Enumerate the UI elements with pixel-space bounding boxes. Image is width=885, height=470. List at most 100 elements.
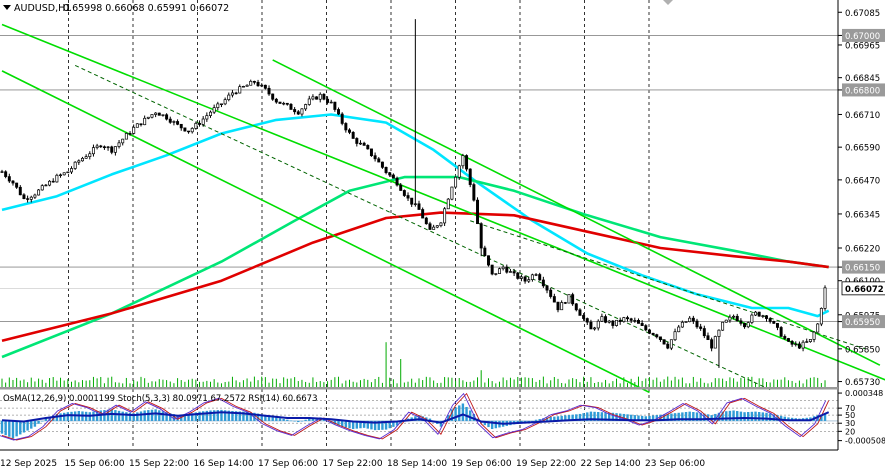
osma-bar	[553, 416, 556, 421]
osma-bar	[245, 412, 249, 421]
osma-bar	[417, 415, 421, 421]
candle-body	[44, 184, 48, 187]
osma-bar	[293, 420, 296, 422]
candle-body	[198, 123, 202, 125]
shift-marker-icon[interactable]	[663, 0, 673, 5]
candle-body	[333, 101, 337, 110]
osma-bar	[11, 420, 15, 439]
candle-body	[538, 274, 542, 281]
price-tick-label: 0.66590	[845, 144, 880, 154]
candle-body	[457, 165, 461, 178]
osma-bar	[223, 410, 227, 421]
candle-body	[384, 166, 388, 173]
osma-bar	[699, 412, 702, 421]
candle-body	[541, 279, 545, 287]
candle-body	[476, 199, 480, 225]
osma-bar	[783, 416, 786, 421]
osma-bar	[330, 420, 333, 424]
dropdown-arrow-icon[interactable]	[3, 5, 11, 10]
candle-body	[216, 103, 220, 108]
candle-body	[508, 271, 512, 273]
osma-bar	[747, 412, 750, 421]
candle-body	[315, 96, 319, 100]
candle-body	[113, 146, 117, 153]
candle-body	[139, 123, 143, 126]
candle-body	[421, 209, 425, 219]
candle-body	[190, 128, 194, 133]
osma-bar	[670, 413, 673, 421]
candle-body	[622, 317, 626, 322]
candle-body	[721, 321, 725, 331]
osma-bar	[732, 410, 735, 421]
candle-body	[563, 302, 567, 304]
osma-bar	[44, 418, 48, 421]
candle-body	[680, 321, 684, 328]
candle-body	[560, 302, 564, 311]
candle-body	[691, 317, 695, 322]
osma-bar	[714, 413, 717, 421]
candle-body	[51, 180, 55, 183]
candle-body	[527, 279, 531, 282]
osma-bar	[366, 420, 369, 429]
candle-body	[329, 101, 333, 104]
osma-bar	[593, 411, 596, 421]
candle-body	[615, 319, 619, 326]
osma-bar	[626, 414, 629, 421]
candle-body	[289, 103, 293, 110]
candle-body	[165, 114, 169, 120]
candle-body	[124, 133, 128, 140]
osma-bar	[362, 420, 366, 428]
candle-body	[48, 180, 52, 186]
osma-bar	[567, 415, 571, 421]
osma-bar	[260, 414, 263, 421]
candle-body	[435, 225, 439, 228]
osma-bar	[183, 414, 187, 421]
trend-line	[272, 59, 881, 366]
candle-body	[669, 339, 673, 349]
candle-body	[808, 339, 812, 342]
price-tick-label: 0.67085	[845, 9, 880, 19]
candle-body	[746, 322, 750, 328]
candle-body	[380, 161, 384, 168]
candle-body	[465, 155, 469, 170]
osma-bar	[344, 420, 348, 428]
osma-bar	[194, 412, 198, 421]
candle-body	[607, 320, 611, 323]
trend-line	[1, 23, 885, 381]
candle-body	[596, 320, 600, 329]
osma-bar	[110, 409, 113, 421]
candle-body	[18, 186, 22, 196]
osma-bar	[253, 412, 256, 421]
candle-body	[77, 160, 81, 163]
candle-body	[582, 315, 586, 319]
candle-body	[450, 186, 454, 200]
osma-bar	[750, 411, 754, 421]
osma-bar	[355, 420, 359, 429]
candle-body	[7, 176, 11, 182]
osma-bar	[308, 418, 311, 421]
candle-body	[168, 118, 172, 123]
osma-bar	[128, 412, 132, 421]
osma-bar	[736, 411, 739, 421]
osma-bar	[582, 413, 585, 421]
candle-body	[757, 311, 761, 317]
osma-bar	[688, 411, 691, 421]
osma-bar	[428, 418, 432, 421]
candle-body	[223, 99, 227, 105]
osma-bar	[560, 415, 563, 421]
osma-bar	[121, 411, 124, 421]
osma-bar	[820, 414, 823, 421]
candle-body	[234, 92, 238, 95]
time-tick-label: 17 Sep 06:00	[258, 459, 318, 469]
candle-body	[666, 343, 670, 349]
candle-body	[293, 109, 297, 113]
candle-body	[59, 174, 63, 176]
candle-body	[132, 126, 136, 134]
osma-bar	[59, 413, 62, 421]
osma-bar	[282, 418, 285, 421]
osma-bar	[187, 413, 190, 421]
osma-bar	[395, 420, 399, 426]
price-candles	[0, 19, 827, 368]
osma-bar	[662, 414, 666, 421]
candle-body	[80, 157, 84, 162]
